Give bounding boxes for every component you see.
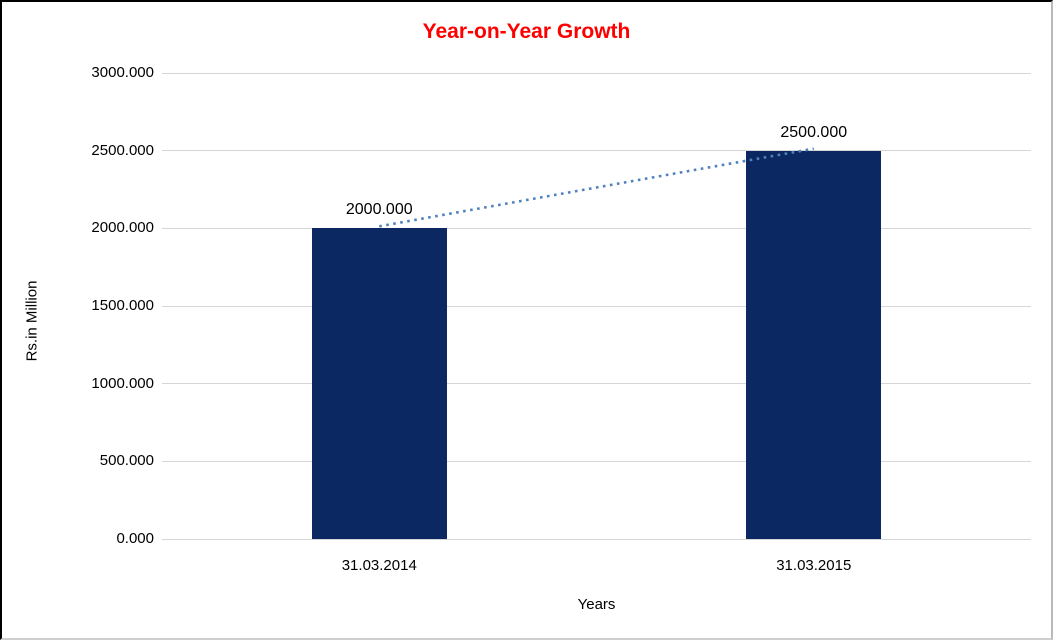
y-tick-label: 2500.000 [91,141,154,159]
y-tick-label: 500.000 [99,452,154,470]
gridline [162,150,1031,152]
bar-31.03.2015 [746,150,882,539]
gridline [162,538,1031,540]
trendline [379,147,814,228]
chart-title: Year-on-Year Growth [422,20,631,43]
y-tick-label: 1500.000 [91,297,154,314]
data-label: 2000.000 [345,201,413,219]
x-tick-label: 31.03.2015 [776,557,852,574]
gridline [162,383,1031,385]
x-tick-label: 31.03.2014 [341,557,417,574]
y-tick-label: 3000.000 [91,64,154,81]
y-tick-label: 2000.000 [91,219,154,237]
y-axis-title: Rs.in Million [23,280,41,362]
plot-area [162,72,1031,540]
x-axis-title: Years [577,596,616,613]
gridline [162,72,1031,74]
bar-31.03.2014 [311,228,447,539]
gridline [162,460,1031,462]
y-tick-label: 1000.000 [91,374,154,392]
gridline [162,305,1031,307]
y-tick-label: 0.000 [116,530,154,547]
gridline [162,227,1031,229]
data-label: 2500.000 [780,123,848,141]
